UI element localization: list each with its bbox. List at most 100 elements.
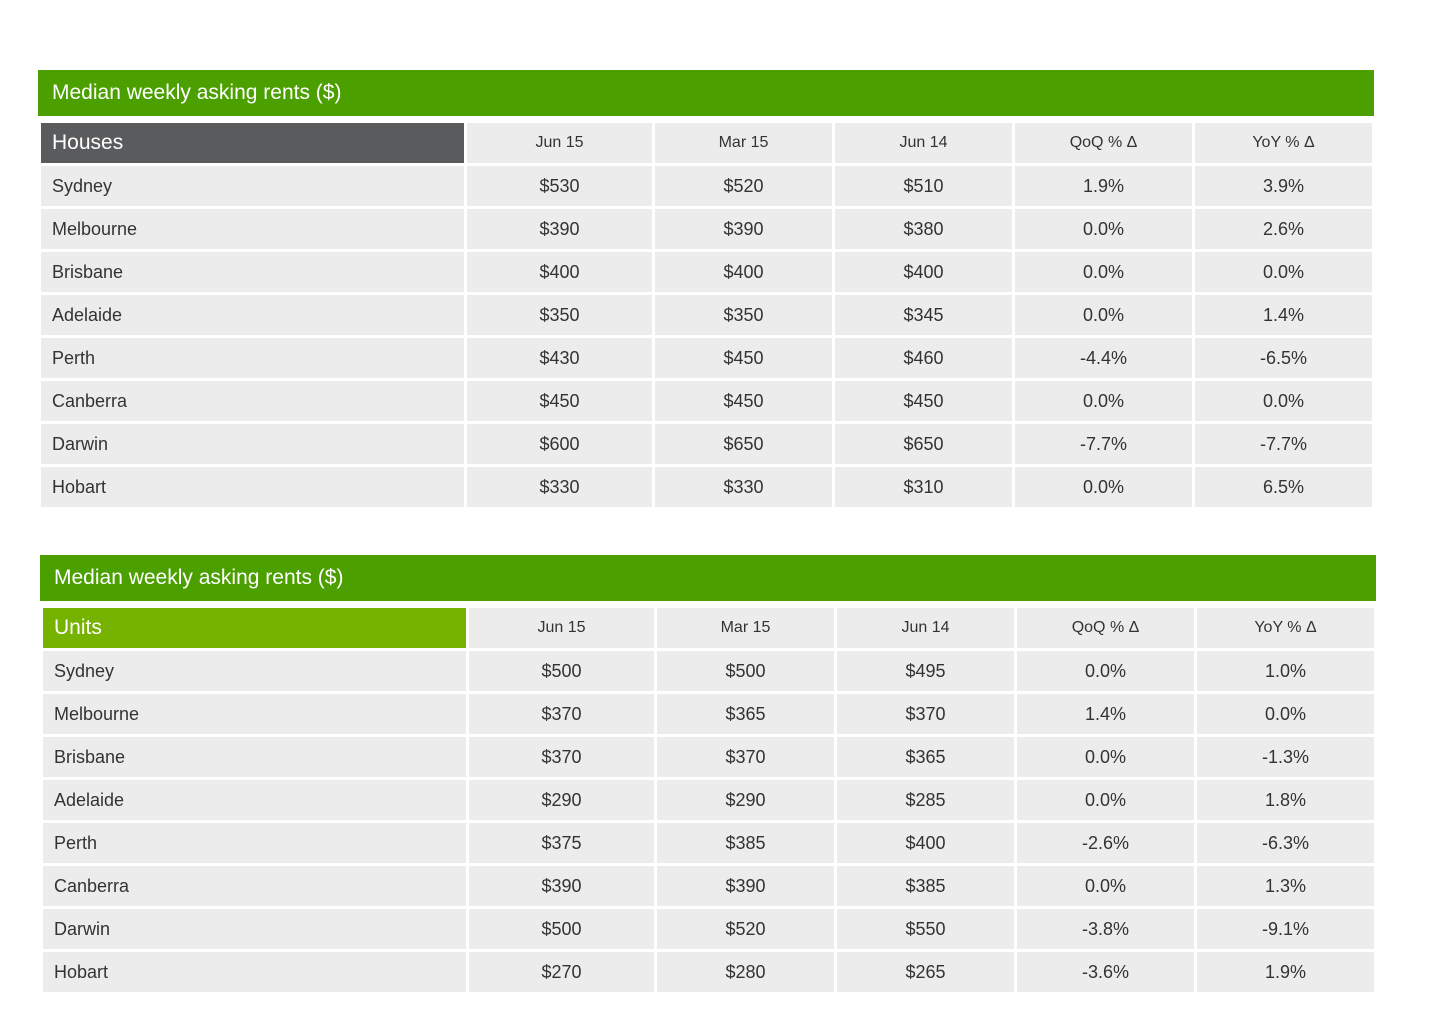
row-value: $390 bbox=[469, 866, 654, 906]
row-value: 1.9% bbox=[1197, 952, 1374, 992]
row-value: 0.0% bbox=[1015, 295, 1192, 335]
row-city: Adelaide bbox=[43, 780, 466, 820]
row-value: 0.0% bbox=[1017, 737, 1194, 777]
row-value: $390 bbox=[655, 209, 832, 249]
row-value: $460 bbox=[835, 338, 1012, 378]
row-value: $385 bbox=[837, 866, 1014, 906]
row-value: 0.0% bbox=[1015, 381, 1192, 421]
column-header: QoQ % Δ bbox=[1017, 608, 1194, 648]
row-value: -2.6% bbox=[1017, 823, 1194, 863]
column-header: Jun 15 bbox=[467, 123, 652, 163]
row-city: Canberra bbox=[43, 866, 466, 906]
row-value: 1.0% bbox=[1197, 651, 1374, 691]
row-value: $400 bbox=[835, 252, 1012, 292]
row-value: $520 bbox=[655, 166, 832, 206]
column-header: YoY % Δ bbox=[1195, 123, 1372, 163]
row-city: Hobart bbox=[41, 467, 464, 507]
row-value: $385 bbox=[657, 823, 834, 863]
row-value: 1.4% bbox=[1017, 694, 1194, 734]
houses-rent-table: Median weekly asking rents ($) Houses Ju… bbox=[38, 70, 1374, 507]
row-value: -1.3% bbox=[1197, 737, 1374, 777]
row-value: 0.0% bbox=[1015, 467, 1192, 507]
row-value: $600 bbox=[467, 424, 652, 464]
row-city: Sydney bbox=[43, 651, 466, 691]
row-value: $500 bbox=[469, 909, 654, 949]
row-value: $350 bbox=[655, 295, 832, 335]
row-value: $270 bbox=[469, 952, 654, 992]
row-value: $310 bbox=[835, 467, 1012, 507]
row-city: Perth bbox=[41, 338, 464, 378]
row-value: $400 bbox=[655, 252, 832, 292]
row-value: $365 bbox=[657, 694, 834, 734]
row-value: 0.0% bbox=[1017, 866, 1194, 906]
row-value: $400 bbox=[467, 252, 652, 292]
row-value: $370 bbox=[657, 737, 834, 777]
row-value: $450 bbox=[655, 381, 832, 421]
row-value: -3.8% bbox=[1017, 909, 1194, 949]
row-value: -3.6% bbox=[1017, 952, 1194, 992]
row-value: 0.0% bbox=[1195, 252, 1372, 292]
row-value: $450 bbox=[835, 381, 1012, 421]
row-value: 1.8% bbox=[1197, 780, 1374, 820]
row-value: $380 bbox=[835, 209, 1012, 249]
row-value: 0.0% bbox=[1015, 209, 1192, 249]
row-city: Darwin bbox=[43, 909, 466, 949]
row-value: $365 bbox=[837, 737, 1014, 777]
category-header-houses: Houses bbox=[41, 123, 464, 163]
row-city: Perth bbox=[43, 823, 466, 863]
column-header: Mar 15 bbox=[657, 608, 834, 648]
row-value: -4.4% bbox=[1015, 338, 1192, 378]
row-value: $350 bbox=[467, 295, 652, 335]
row-value: 1.9% bbox=[1015, 166, 1192, 206]
row-value: -7.7% bbox=[1015, 424, 1192, 464]
category-header-units: Units bbox=[43, 608, 466, 648]
table-title: Median weekly asking rents ($) bbox=[40, 555, 1376, 601]
row-value: -6.3% bbox=[1197, 823, 1374, 863]
row-city: Brisbane bbox=[41, 252, 464, 292]
column-header: Jun 14 bbox=[835, 123, 1012, 163]
column-header: Jun 14 bbox=[837, 608, 1014, 648]
row-city: Adelaide bbox=[41, 295, 464, 335]
row-value: $650 bbox=[655, 424, 832, 464]
row-value: $285 bbox=[837, 780, 1014, 820]
row-value: $265 bbox=[837, 952, 1014, 992]
row-value: 3.9% bbox=[1195, 166, 1372, 206]
units-rent-table: Median weekly asking rents ($) Units Jun… bbox=[40, 555, 1376, 992]
row-value: 2.6% bbox=[1195, 209, 1372, 249]
row-value: $370 bbox=[469, 737, 654, 777]
row-value: 1.4% bbox=[1195, 295, 1372, 335]
row-value: $530 bbox=[467, 166, 652, 206]
column-header: Jun 15 bbox=[469, 608, 654, 648]
row-value: $345 bbox=[835, 295, 1012, 335]
row-value: $520 bbox=[657, 909, 834, 949]
row-value: $370 bbox=[469, 694, 654, 734]
table-title: Median weekly asking rents ($) bbox=[38, 70, 1374, 116]
row-value: 0.0% bbox=[1195, 381, 1372, 421]
row-value: $510 bbox=[835, 166, 1012, 206]
row-value: $390 bbox=[467, 209, 652, 249]
column-header: Mar 15 bbox=[655, 123, 832, 163]
row-value: -9.1% bbox=[1197, 909, 1374, 949]
units-grid: Units Jun 15 Mar 15 Jun 14 QoQ % Δ YoY %… bbox=[43, 608, 1376, 992]
row-value: 0.0% bbox=[1017, 780, 1194, 820]
row-value: $430 bbox=[467, 338, 652, 378]
row-city: Sydney bbox=[41, 166, 464, 206]
row-value: $650 bbox=[835, 424, 1012, 464]
column-header: QoQ % Δ bbox=[1015, 123, 1192, 163]
row-value: 0.0% bbox=[1015, 252, 1192, 292]
row-value: $280 bbox=[657, 952, 834, 992]
houses-grid: Houses Jun 15 Mar 15 Jun 14 QoQ % Δ YoY … bbox=[41, 123, 1374, 507]
row-city: Melbourne bbox=[43, 694, 466, 734]
row-value: $330 bbox=[655, 467, 832, 507]
row-value: -6.5% bbox=[1195, 338, 1372, 378]
row-value: $495 bbox=[837, 651, 1014, 691]
row-value: $290 bbox=[469, 780, 654, 820]
row-value: $290 bbox=[657, 780, 834, 820]
column-header: YoY % Δ bbox=[1197, 608, 1374, 648]
row-value: $390 bbox=[657, 866, 834, 906]
row-city: Darwin bbox=[41, 424, 464, 464]
row-value: 0.0% bbox=[1017, 651, 1194, 691]
row-value: 6.5% bbox=[1195, 467, 1372, 507]
row-value: $450 bbox=[655, 338, 832, 378]
row-value: $550 bbox=[837, 909, 1014, 949]
